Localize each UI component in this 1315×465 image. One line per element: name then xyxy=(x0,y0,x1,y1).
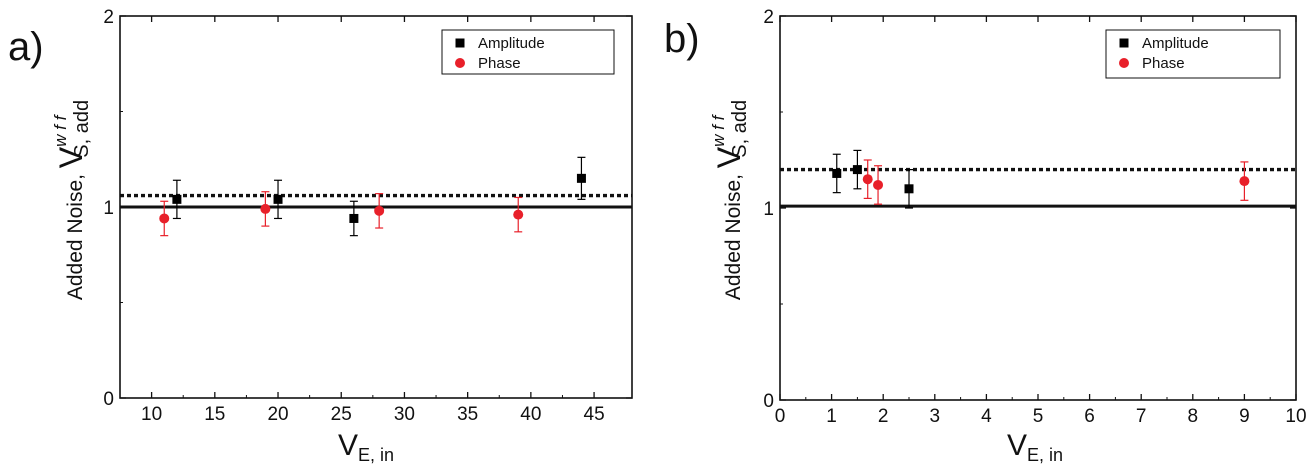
x-tick-label: 8 xyxy=(1188,406,1199,427)
x-axis-title: VE, in xyxy=(1007,429,1063,465)
x-tick-label: 10 xyxy=(141,404,162,425)
legend-marker-phase xyxy=(455,58,465,68)
x-tick-label: 3 xyxy=(930,406,941,427)
x-tick-label: 7 xyxy=(1136,406,1147,427)
panel-label: b) xyxy=(664,17,700,61)
x-tick-label: 45 xyxy=(584,404,605,425)
amplitude-point xyxy=(349,213,359,223)
phase-point xyxy=(862,174,873,185)
phase-point xyxy=(260,203,271,214)
legend-marker-amplitude xyxy=(1119,38,1129,48)
x-tick-label: 20 xyxy=(267,404,288,425)
phase-point xyxy=(1239,176,1250,187)
legend: Amplitude Phase xyxy=(441,29,615,75)
phase-point xyxy=(873,179,884,190)
legend: Amplitude Phase xyxy=(1105,29,1281,79)
y-tick-label: 2 xyxy=(103,7,114,28)
y-axis-title: Added Noise, Vw f fS, add xyxy=(51,100,93,300)
y-tick-label: 0 xyxy=(763,391,774,412)
x-tick-label: 1 xyxy=(826,406,837,427)
legend-marker-amplitude xyxy=(455,38,465,48)
x-tick-label: 0 xyxy=(775,406,786,427)
x-tick-label: 25 xyxy=(331,404,352,425)
y-tick-label: 1 xyxy=(763,199,774,220)
phase-point xyxy=(513,209,524,220)
legend-label-phase: Phase xyxy=(1142,55,1185,72)
x-tick-label: 30 xyxy=(394,404,415,425)
x-tick-label: 6 xyxy=(1084,406,1095,427)
amplitude-point xyxy=(172,194,182,204)
x-tick-label: 35 xyxy=(457,404,478,425)
panel-label: a) xyxy=(8,25,44,69)
x-tick-label: 4 xyxy=(981,406,992,427)
amplitude-point xyxy=(273,194,283,204)
x-tick-label: 2 xyxy=(878,406,889,427)
phase-point xyxy=(374,205,385,216)
x-tick-label: 5 xyxy=(1033,406,1044,427)
amplitude-point xyxy=(832,168,842,178)
chart-panel-a: 10 15 20 25 30 35 40 45 0 1 2 Amplitude Phase a) VE, i… xyxy=(8,7,633,465)
chart-panel-b: 0 1 2 3 4 5 6 7 8 9 10 0 1 2 Amplitude Phase b) VE, in Add… xyxy=(664,7,1307,465)
x-tick-label: 15 xyxy=(204,404,225,425)
x-tick-label: 40 xyxy=(520,404,541,425)
amplitude-point xyxy=(904,184,914,194)
amplitude-point xyxy=(852,165,862,175)
legend-label-amplitude: Amplitude xyxy=(1142,35,1209,52)
legend-label-amplitude: Amplitude xyxy=(478,35,545,52)
y-axis-title: Added Noise, Vw f fS, add xyxy=(709,100,751,300)
y-tick-label: 1 xyxy=(103,198,114,219)
x-tick-label: 10 xyxy=(1285,406,1306,427)
x-axis-title: VE, in xyxy=(338,429,394,465)
amplitude-point xyxy=(576,173,586,183)
legend-label-phase: Phase xyxy=(478,55,521,72)
legend-box xyxy=(1105,29,1281,79)
x-tick-label: 9 xyxy=(1239,406,1250,427)
y-tick-label: 2 xyxy=(763,7,774,28)
phase-point xyxy=(159,213,170,224)
legend-box xyxy=(441,29,615,75)
legend-marker-phase xyxy=(1119,58,1129,68)
y-tick-label: 0 xyxy=(103,389,114,410)
